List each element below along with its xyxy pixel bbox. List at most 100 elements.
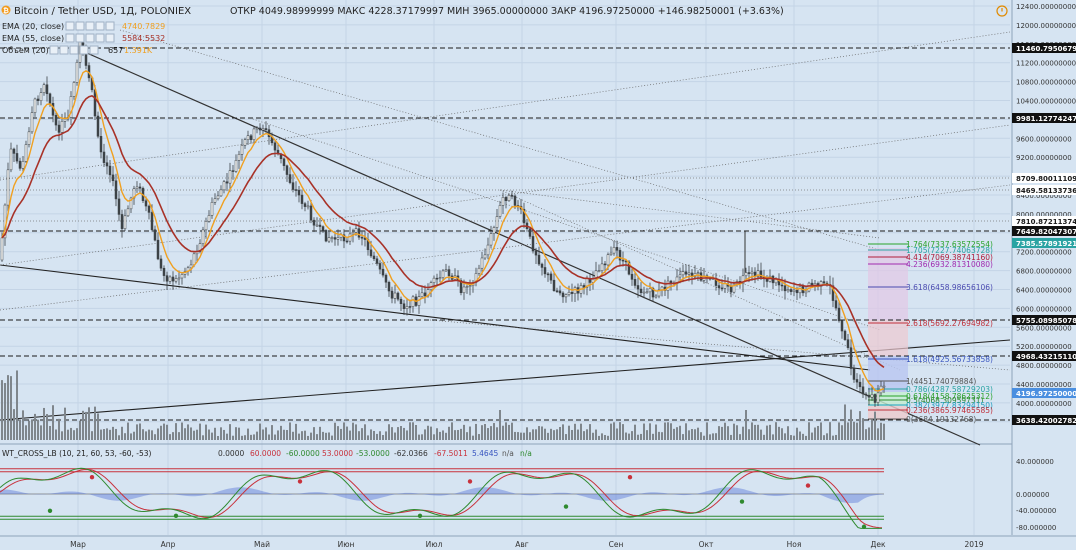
volume-bar bbox=[751, 422, 753, 440]
candle-body bbox=[207, 215, 211, 222]
volume-bar bbox=[880, 422, 882, 440]
volume-bar bbox=[790, 435, 792, 440]
candle-body bbox=[873, 394, 877, 403]
symbol-title: Bitcoin / Tether USD, 1Д, POLONIEX bbox=[14, 6, 191, 17]
candle-body bbox=[492, 227, 496, 234]
candle-body bbox=[642, 291, 646, 294]
price-tick-label: 6000.00000000 bbox=[1016, 305, 1072, 313]
candle-body bbox=[9, 148, 13, 171]
volume-bar bbox=[859, 411, 861, 440]
volume-bar bbox=[202, 435, 204, 440]
volume-bar bbox=[547, 432, 549, 440]
volume-bar bbox=[205, 424, 207, 440]
candle-body bbox=[237, 154, 241, 161]
candle-body bbox=[594, 270, 598, 280]
candle-body bbox=[750, 271, 754, 274]
volume-bar bbox=[385, 431, 387, 440]
volume-bar bbox=[127, 422, 129, 440]
candle-body bbox=[189, 264, 193, 269]
indicator-row-volume[interactable]: Объем (20) 657 1.391K bbox=[2, 45, 153, 55]
volume-bar bbox=[700, 432, 702, 440]
indicator-row-ema20[interactable]: EMA (20, close) 4740.7829 bbox=[2, 21, 165, 31]
volume-bar bbox=[601, 433, 603, 440]
volume-bar bbox=[637, 434, 639, 440]
osc-cross-dot bbox=[47, 508, 53, 513]
candle-body bbox=[147, 205, 151, 213]
candle-body bbox=[225, 181, 229, 184]
volume-bar bbox=[34, 413, 36, 440]
volume-bar bbox=[832, 435, 834, 440]
alert-clock-icon[interactable] bbox=[996, 5, 1008, 17]
volume-bar bbox=[553, 430, 555, 440]
volume-bar bbox=[175, 423, 177, 440]
volume-bar bbox=[619, 422, 621, 440]
candle-body bbox=[102, 151, 106, 163]
symbol-logo-icon: ₿ bbox=[1, 5, 11, 15]
volume-bar bbox=[454, 430, 456, 440]
volume-bar bbox=[193, 430, 195, 440]
candle-body bbox=[867, 394, 871, 398]
time-tick-label: Мар bbox=[70, 540, 86, 549]
volume-bar bbox=[37, 419, 39, 440]
candle-body bbox=[24, 144, 28, 162]
indicator-controls[interactable] bbox=[49, 45, 99, 55]
volume-bar bbox=[331, 435, 333, 440]
volume-bar bbox=[487, 428, 489, 440]
indicator-controls[interactable] bbox=[65, 21, 115, 31]
price-level-tag-text: 4968.43215110 bbox=[1016, 353, 1076, 361]
price-tick-label: 9200.00000000 bbox=[1016, 154, 1072, 162]
volume-bar bbox=[139, 423, 141, 440]
fib-level-label: 0.236(3865.97465585) bbox=[906, 406, 993, 415]
time-axis[interactable]: Мар Апр Май Июн Июл Авг Сен Окт Ноя Дек 2019 bbox=[0, 535, 1076, 550]
candle-body bbox=[783, 285, 787, 292]
trend-line bbox=[79, 49, 981, 446]
candle-body bbox=[378, 263, 382, 270]
price-axis[interactable]: 12400.0000000012000.0000000011600.000000… bbox=[1011, 0, 1076, 535]
candle-body bbox=[315, 224, 319, 227]
indicator-controls[interactable] bbox=[65, 33, 115, 43]
volume-bar bbox=[481, 425, 483, 440]
candle-body bbox=[573, 287, 577, 294]
volume-bar bbox=[394, 432, 396, 440]
candle-body bbox=[192, 253, 196, 266]
volume-bar bbox=[22, 410, 24, 440]
candle-body bbox=[240, 145, 244, 155]
volume-bar bbox=[697, 427, 699, 440]
volume-bar bbox=[97, 413, 99, 440]
candle-body bbox=[636, 285, 640, 290]
volume-bar bbox=[337, 426, 339, 440]
volume-bar bbox=[622, 424, 624, 440]
volume-bar bbox=[358, 431, 360, 440]
candle-body bbox=[744, 272, 748, 277]
volume-bar bbox=[523, 432, 525, 440]
candle-body bbox=[438, 277, 442, 279]
candle-body bbox=[63, 118, 67, 122]
indicator-row-ema55[interactable]: EMA (55, close) 5584.5532 bbox=[2, 33, 165, 43]
price-level-tag bbox=[1012, 43, 1076, 53]
volume-bar bbox=[673, 428, 675, 440]
candle-body bbox=[855, 379, 859, 383]
candle-body bbox=[234, 160, 238, 172]
volume-bar bbox=[184, 428, 186, 440]
volume-bar bbox=[802, 433, 804, 440]
volume-bar bbox=[388, 424, 390, 440]
volume-bar bbox=[142, 429, 144, 440]
volume-bar bbox=[409, 422, 411, 440]
horizontal-levels bbox=[0, 47, 1010, 421]
volume-bar bbox=[739, 434, 741, 440]
volume-bar bbox=[7, 375, 9, 440]
volume-bar bbox=[559, 426, 561, 440]
candle-body bbox=[333, 237, 337, 240]
volume-bar bbox=[136, 424, 138, 440]
candle-body bbox=[486, 244, 490, 256]
volume-bar bbox=[355, 424, 357, 440]
candle-body bbox=[39, 92, 43, 101]
candle-body bbox=[45, 84, 49, 95]
price-tick-label: 9600.00000000 bbox=[1016, 135, 1072, 143]
price-tick-label: 4800.00000000 bbox=[1016, 362, 1072, 370]
volume-bar bbox=[526, 427, 528, 440]
candle-body bbox=[198, 243, 202, 252]
candle-body bbox=[117, 198, 121, 215]
candle-body bbox=[372, 255, 376, 260]
